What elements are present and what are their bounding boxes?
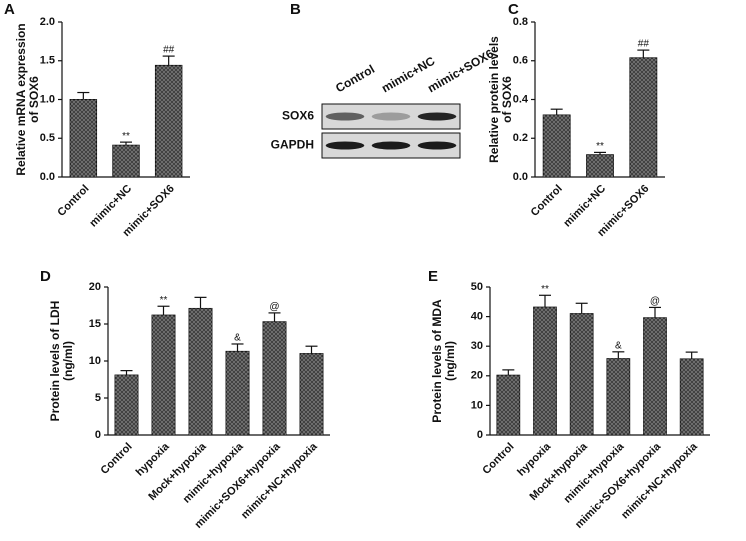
bar-hatch [643, 317, 667, 435]
column-label: mimic+SOX6 [425, 46, 496, 95]
bar-hatch [300, 353, 323, 435]
bar-hatch [543, 115, 571, 177]
x-tick-label: Control [99, 441, 135, 477]
y-axis-label: Protein levels of LDH [48, 301, 62, 422]
panel-letter: C [508, 1, 519, 18]
error-bar [77, 91, 90, 100]
y-tick-label: 10 [471, 399, 483, 411]
error-bar [305, 345, 318, 354]
annotation: & [234, 333, 241, 344]
y-axis-label: (ng/ml) [443, 341, 457, 381]
y-tick-label: 15 [89, 318, 101, 330]
blot-band [325, 112, 365, 121]
x-tick-label: mimic+NC [87, 183, 134, 230]
bar-hatch [533, 307, 557, 435]
x-tick-label: Control [529, 183, 565, 219]
bar-hatch [155, 65, 182, 177]
annotation: ** [541, 284, 549, 295]
error-bar [194, 296, 207, 309]
x-tick-label: mimic+NC+hypoxia [239, 440, 320, 521]
bar-hatch [680, 358, 704, 435]
panel-letter: D [40, 268, 51, 285]
blot-band [371, 141, 411, 150]
annotation: & [615, 340, 622, 351]
y-tick-label: 2.0 [40, 16, 55, 28]
error-bar [502, 369, 515, 376]
y-axis-label: (ng/ml) [61, 341, 75, 381]
panel-letter: A [4, 1, 15, 18]
x-tick-label: mimic+NC [561, 183, 608, 230]
error-bar [594, 151, 606, 155]
bar-hatch [152, 315, 175, 435]
y-tick-label: 0.6 [513, 55, 528, 67]
blot-band [325, 141, 365, 150]
annotation: ** [596, 141, 604, 152]
bar-hatch [570, 313, 594, 435]
y-tick-label: 40 [471, 311, 483, 323]
y-tick-label: 0 [477, 429, 483, 441]
error-bar [539, 294, 551, 308]
bar-hatch [70, 99, 97, 177]
y-tick-label: 50 [471, 281, 483, 293]
y-tick-label: 0.0 [40, 171, 55, 183]
error-bar [162, 55, 175, 66]
panel-letter: E [428, 268, 438, 285]
blot-band [417, 112, 457, 121]
bar-hatch [586, 154, 614, 177]
y-tick-label: 0.4 [513, 93, 529, 105]
bar-hatch [606, 358, 630, 435]
y-axis-label: of SOX6 [500, 76, 514, 123]
y-axis-label: Relative protein levels [487, 36, 501, 163]
y-tick-label: 1.5 [40, 55, 55, 67]
error-bar [612, 351, 625, 359]
y-tick-label: 10 [89, 355, 101, 367]
annotation: ** [122, 131, 130, 142]
x-tick-label: Control [480, 441, 516, 477]
y-tick-label: 20 [89, 281, 101, 293]
y-tick-label: 0.0 [513, 171, 528, 183]
column-label: Control [333, 62, 377, 95]
y-tick-label: 0.5 [40, 132, 55, 144]
bar-hatch [496, 375, 520, 435]
bar-hatch [629, 57, 657, 177]
annotation: ** [160, 295, 168, 306]
y-tick-label: 30 [471, 340, 483, 352]
annotation: ## [638, 39, 650, 50]
error-bar [637, 49, 650, 58]
bar-hatch [115, 375, 138, 435]
row-label: SOX6 [282, 109, 314, 123]
error-bar [120, 370, 133, 376]
y-tick-label: 1.0 [40, 93, 55, 105]
bar-hatch [112, 145, 140, 177]
panel-letter: B [290, 1, 301, 18]
error-bar [231, 343, 244, 352]
x-tick-label: hypoxia [134, 440, 173, 479]
error-bar [120, 141, 132, 146]
y-axis-label: of SOX6 [27, 76, 41, 123]
error-bar [157, 305, 170, 316]
y-axis-label: Protein levels of MDA [430, 299, 444, 423]
error-bar [685, 351, 698, 359]
y-tick-label: 0.8 [513, 16, 528, 28]
annotation: ## [163, 45, 175, 56]
x-tick-label: Control [55, 183, 91, 219]
bar-hatch [189, 308, 212, 435]
row-label: GAPDH [271, 138, 314, 152]
annotation: @ [269, 302, 279, 313]
error-bar [649, 306, 661, 318]
bar-hatch [226, 351, 249, 435]
y-tick-label: 0 [95, 429, 101, 441]
blot-band [417, 141, 457, 150]
error-bar [268, 312, 281, 322]
annotation: @ [650, 296, 660, 307]
blot-band [371, 112, 411, 121]
y-tick-label: 0.2 [513, 132, 528, 144]
error-bar [575, 302, 588, 314]
y-tick-label: 5 [95, 392, 101, 404]
bar-hatch [263, 321, 286, 435]
error-bar [550, 108, 563, 115]
y-tick-label: 20 [471, 370, 483, 382]
y-axis-label: Relative mRNA expression [14, 23, 28, 175]
